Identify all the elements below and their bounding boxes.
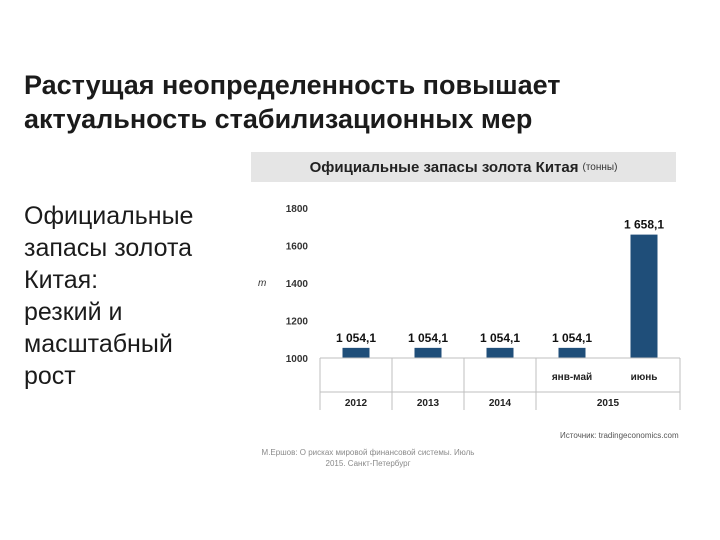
bar-value-label: 1 658,1: [624, 218, 664, 232]
side-text-line: запасы золота: [24, 234, 193, 262]
bar-value-label: 1 054,1: [408, 331, 448, 345]
source-note: Источник: tradingeconomics.com: [560, 431, 679, 440]
year-label: 2015: [597, 398, 620, 409]
year-label: 2014: [489, 398, 512, 409]
side-text-line: Официальные: [24, 202, 194, 230]
month-label: июнь: [631, 372, 658, 383]
slide-title: Растущая неопределенность повышает актуа…: [24, 70, 561, 134]
year-label: 2013: [417, 398, 440, 409]
y-tick-label: 1800: [286, 204, 309, 215]
bar-value-label: 1 054,1: [336, 331, 376, 345]
citation-line: 2015. Санкт-Петербург: [325, 459, 411, 468]
citation-line: М.Ершов: О рисках мировой финансовой сис…: [261, 448, 475, 457]
bar-value-label: 1 054,1: [552, 331, 592, 345]
chart-title-unit: (тонны): [582, 161, 618, 173]
citation: М.Ершов: О рисках мировой финансовой сис…: [228, 447, 508, 469]
bar: [414, 347, 442, 358]
bar: [342, 347, 370, 358]
bar: [558, 347, 586, 358]
y-axis-label: т: [258, 278, 266, 289]
y-tick-label: 1400: [286, 279, 309, 290]
year-label: 2012: [345, 398, 368, 409]
side-text-line: Китая:: [24, 266, 99, 294]
side-text-line: резкий и: [24, 298, 123, 326]
chart-header: Официальные запасы золота Китая (тонны): [251, 152, 676, 182]
month-label: янв-май: [552, 372, 592, 383]
side-text-line: масштабный: [24, 330, 173, 358]
chart-title: Официальные запасы золота Китая: [309, 158, 579, 176]
side-text-line: рост: [24, 362, 76, 390]
y-tick-label: 1000: [286, 354, 309, 365]
y-tick-label: 1600: [286, 242, 309, 253]
bar-value-label: 1 054,1: [480, 331, 520, 345]
bar: [630, 234, 658, 358]
y-tick-label: 1200: [286, 317, 309, 328]
gold-reserves-chart: 1000 1200 1400 1600 1800 т 1 054,1 1 054,1 1 054…: [258, 204, 681, 410]
side-text: Официальные запасы золота Китая: резкий …: [24, 200, 244, 392]
bar: [486, 347, 514, 358]
